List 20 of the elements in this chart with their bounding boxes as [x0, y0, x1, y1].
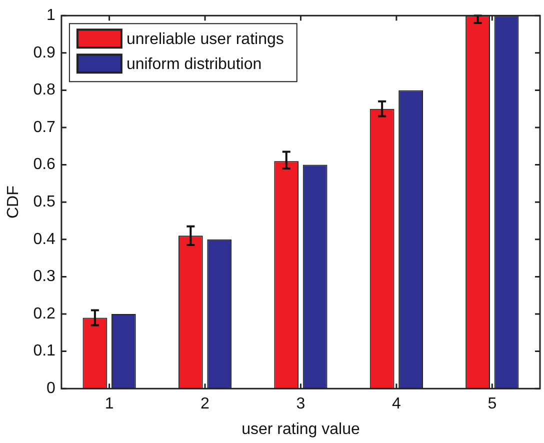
y-tick-label: 0.3 — [33, 268, 56, 286]
y-tick-label: 0 — [46, 380, 56, 398]
x-tick-label: 2 — [200, 396, 210, 413]
y-axis-title: CDF — [5, 185, 22, 219]
y-tick-label: 0.4 — [33, 230, 56, 248]
y-tick-label: 0.6 — [33, 156, 56, 174]
y-tick-label: 0.8 — [33, 82, 56, 99]
y-tick-label: 0.1 — [33, 342, 56, 360]
x-axis-title: user rating value — [242, 420, 360, 438]
x-tick-label: 5 — [488, 396, 497, 413]
legend-label: unreliable user ratings — [126, 31, 284, 48]
y-tick-label: 0.5 — [33, 194, 56, 211]
x-tick-label: 3 — [296, 396, 306, 413]
y-tick-label: 0.7 — [33, 118, 56, 136]
x-tick-label: 1 — [104, 396, 114, 413]
y-tick-label: 0.9 — [33, 44, 56, 62]
y-tick-label: 0.2 — [33, 305, 56, 322]
y-tick-label: 1 — [46, 7, 56, 24]
legend-label: uniform distribution — [126, 56, 262, 74]
x-tick-label: 4 — [392, 396, 401, 413]
